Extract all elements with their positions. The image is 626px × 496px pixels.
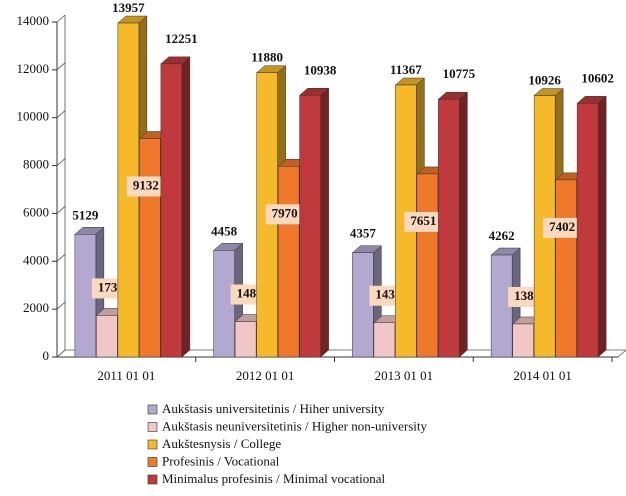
- value-label: 9132: [133, 177, 159, 192]
- wall-tick: [56, 14, 66, 23]
- legend-swatch: [147, 457, 158, 467]
- y-tick-label: 8000: [23, 157, 49, 172]
- value-label: 4458: [211, 223, 238, 238]
- wall-tick: [56, 349, 66, 358]
- value-label: 1381: [514, 288, 540, 303]
- bar-front: [299, 95, 321, 358]
- bar-front: [139, 138, 161, 358]
- value-label: 7970: [272, 205, 298, 220]
- bar-front: [373, 322, 396, 358]
- bar-side: [320, 87, 329, 358]
- bar-front: [555, 179, 577, 358]
- bar: [160, 56, 191, 358]
- value-label: 1431: [375, 287, 401, 302]
- bar-side: [597, 95, 607, 358]
- legend-label: Profesinis / Vocational: [162, 453, 280, 468]
- legend-swatch: [147, 474, 158, 485]
- wall-tick: [56, 158, 66, 166]
- legend-label: Aukštasis universitetinis / Hiher univer…: [162, 401, 385, 416]
- value-label: 4262: [489, 228, 515, 243]
- x-tick-label: 2012 01 01: [236, 368, 295, 383]
- value-label-box: [404, 211, 443, 232]
- wall-tick: [56, 110, 66, 119]
- value-label: 7402: [549, 219, 575, 234]
- value-label-box: [265, 204, 304, 225]
- legend-swatch: [147, 422, 158, 432]
- legend-swatch: [147, 404, 158, 415]
- legend-label: Minimalus profesinis / Minimal vocationa…: [162, 471, 386, 486]
- value-label: 10775: [443, 66, 476, 81]
- y-tick-label: 0: [43, 348, 50, 363]
- value-label: 5129: [72, 207, 99, 222]
- value-label: 10602: [581, 70, 614, 85]
- bar-front: [160, 63, 183, 358]
- y-tick-label: 6000: [23, 204, 49, 219]
- y-tick-label: 4000: [23, 252, 49, 267]
- x-tick-label: 2014 01 01: [513, 368, 572, 383]
- value-label: 13957: [112, 0, 145, 15]
- bar-side: [459, 91, 468, 358]
- value-label-box: [126, 176, 165, 197]
- wall-tick: [56, 62, 66, 71]
- bar-front: [576, 103, 599, 358]
- value-label: 7651: [410, 213, 436, 228]
- value-label: 10926: [528, 73, 561, 88]
- value-label: 4357: [350, 226, 377, 241]
- bar: [576, 95, 607, 358]
- bar: [437, 91, 469, 358]
- value-label: 12251: [165, 31, 198, 46]
- bar-front: [96, 315, 118, 358]
- y-tick-label: 2000: [23, 300, 49, 315]
- bar-front: [234, 321, 257, 358]
- wall-tick: [56, 206, 66, 214]
- legend-label: Aukštesnysis / College: [162, 436, 281, 451]
- bar-side: [181, 56, 191, 358]
- bar: [298, 87, 330, 358]
- bar-front: [416, 173, 439, 358]
- wall-tick: [56, 301, 66, 310]
- value-label: 1482: [237, 286, 263, 301]
- legend-label: Aukštasis neuniversitetinis / Higher non…: [162, 418, 428, 433]
- bar-front: [277, 166, 300, 358]
- value-label-box: [543, 217, 582, 238]
- x-tick-label: 2011 01 01: [97, 368, 155, 383]
- bar-front: [512, 323, 534, 358]
- value-label: 11880: [251, 50, 283, 65]
- bar-front: [438, 98, 460, 358]
- wall-tick: [56, 253, 66, 262]
- value-label: 11367: [390, 62, 422, 77]
- y-tick-label: 14000: [17, 13, 50, 28]
- value-label: 10938: [304, 62, 337, 77]
- x-tick-label: 2013 01 01: [375, 368, 434, 383]
- y-tick-label: 12000: [17, 61, 50, 76]
- legend-swatch: [147, 439, 158, 450]
- y-tick-label: 10000: [17, 109, 50, 124]
